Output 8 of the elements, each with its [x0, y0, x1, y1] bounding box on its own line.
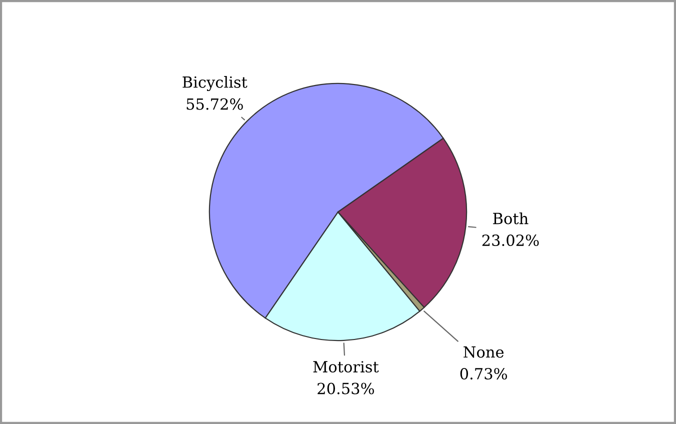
slice-label: Both — [493, 212, 528, 224]
data-label: 55.72% — [186, 98, 243, 110]
data-label: 0.73% — [460, 368, 508, 380]
data-label: 23.02% — [482, 234, 539, 246]
slice-label: Motorist — [313, 361, 379, 373]
slice-label: Bicyclist — [182, 76, 248, 92]
data-label: 20.53% — [318, 382, 374, 394]
slice-label: None — [464, 346, 504, 358]
